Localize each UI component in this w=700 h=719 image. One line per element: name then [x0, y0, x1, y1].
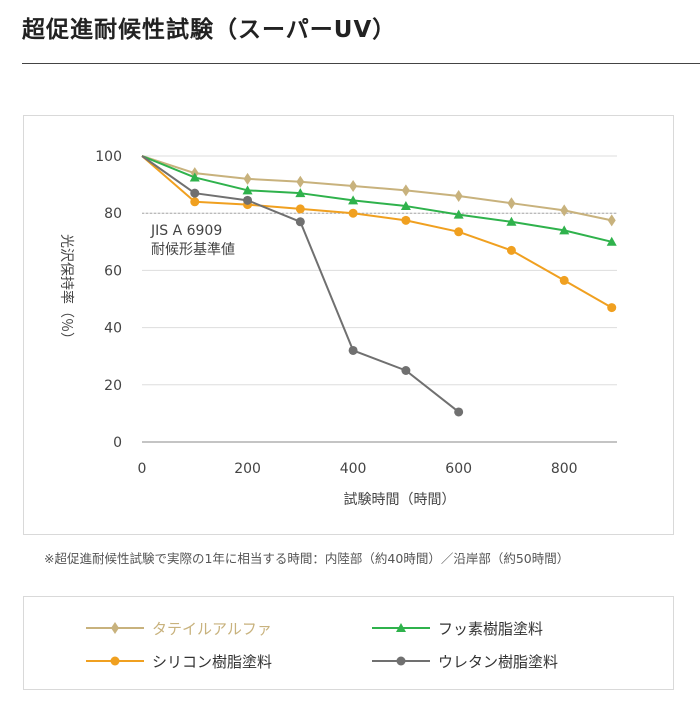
data-point — [349, 180, 358, 193]
jis-reference-sublabel: 耐候形基準値 — [151, 241, 235, 258]
legend-item: シリコン樹脂塗料 — [86, 653, 272, 671]
data-point — [243, 195, 253, 205]
data-point — [560, 204, 569, 217]
data-point — [453, 209, 464, 219]
x-tick-label: 800 — [551, 461, 578, 477]
legend-swatch-marker — [396, 656, 406, 666]
title-divider — [22, 63, 700, 64]
legend-label: フッ素樹脂塗料 — [438, 620, 543, 638]
legend: タテイルアルファ フッ素樹脂塗料シリコン樹脂塗料 ウレタン樹脂塗料 — [23, 596, 674, 690]
footnote: ※超促進耐候性試験で実際の1年に相当する時間：内陸部（約40時間）／沿岸部（約5… — [44, 551, 570, 566]
y-tick-label: 0 — [113, 435, 122, 451]
data-point — [454, 227, 464, 237]
data-point — [506, 216, 517, 226]
data-point — [242, 185, 253, 195]
x-tick-label: 400 — [340, 461, 367, 477]
data-point — [189, 172, 200, 182]
page-title: 超促進耐候性試験（スーパーUV） — [22, 17, 397, 43]
data-point — [296, 175, 305, 188]
jis-reference-label: JIS A 6909 — [150, 223, 222, 239]
data-point — [295, 204, 305, 214]
x-tick-label: 200 — [234, 461, 261, 477]
data-point — [243, 172, 252, 185]
series-2 — [141, 155, 617, 246]
y-tick-label: 40 — [104, 321, 122, 337]
data-point — [401, 184, 410, 197]
y-tick-label: 60 — [104, 263, 122, 279]
legend-swatch-marker — [396, 623, 406, 632]
data-point — [507, 197, 516, 210]
series-line — [141, 155, 612, 243]
data-point — [401, 366, 411, 375]
legend-label: タテイルアルファ — [152, 620, 272, 638]
data-point — [559, 275, 569, 285]
legend-label: シリコン樹脂塗料 — [152, 653, 272, 671]
data-point — [295, 217, 305, 227]
data-point — [348, 345, 358, 355]
data-point — [348, 208, 358, 218]
data-point — [607, 214, 616, 227]
data-point — [190, 197, 200, 207]
data-point — [454, 190, 463, 203]
chart-frame: JIS A 6909 耐候形基準値 0 20 40 60 80 100 0 200 400 600… — [23, 115, 674, 535]
data-point — [348, 195, 359, 205]
data-point — [506, 245, 516, 255]
data-point — [190, 188, 200, 198]
gloss-retention-chart: JIS A 6909 耐候形基準値 0 20 40 60 80 100 0 200 400 600… — [58, 149, 617, 508]
legend-swatch-marker — [111, 622, 119, 634]
series-4 — [141, 155, 464, 417]
y-axis-title: 光沢保持率（％） — [58, 234, 75, 346]
data-point — [607, 303, 617, 313]
series-line — [141, 155, 613, 309]
x-tick-label: 600 — [445, 461, 472, 477]
series-3 — [141, 155, 617, 313]
y-tick-label: 100 — [95, 149, 122, 165]
data-point — [454, 407, 464, 417]
legend-item: タテイルアルファ — [86, 620, 272, 638]
legend-label: ウレタン樹脂塗料 — [438, 653, 558, 671]
legend-item: ウレタン樹脂塗料 — [372, 653, 558, 671]
y-tick-label: 80 — [104, 206, 122, 222]
x-tick-label: 0 — [138, 461, 147, 477]
x-axis-title: 試験時間（時間） — [344, 492, 456, 508]
legend-item: フッ素樹脂塗料 — [372, 620, 543, 638]
data-point — [606, 236, 617, 246]
y-tick-label: 20 — [104, 378, 122, 394]
legend-swatch-marker — [110, 656, 120, 666]
data-point — [559, 225, 570, 235]
data-point — [295, 188, 306, 198]
series-line — [141, 155, 612, 222]
series-1 — [141, 155, 616, 227]
data-point — [400, 201, 411, 211]
data-point — [401, 215, 411, 225]
